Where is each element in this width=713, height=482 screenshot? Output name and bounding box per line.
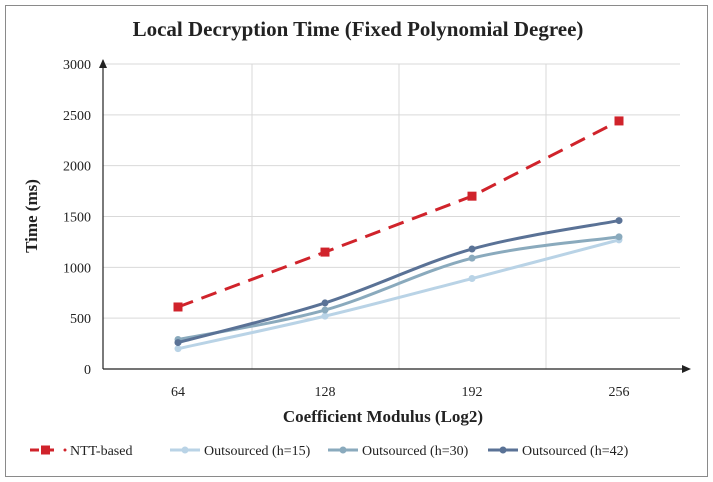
- data-point-outsourced-h-15: [321, 312, 329, 320]
- axes: [99, 59, 691, 373]
- legend-marker-outsourced-h-15: [181, 446, 189, 454]
- legend-label-outsourced-h-15: Outsourced (h=15): [204, 444, 311, 459]
- data-point-outsourced-h-30: [615, 233, 623, 241]
- y-tick-label: 1500: [63, 211, 91, 226]
- data-point-outsourced-h-30: [468, 254, 476, 262]
- series-group: [173, 116, 624, 353]
- y-tick-label: 500: [70, 312, 91, 327]
- x-tick-label: 256: [609, 385, 630, 400]
- x-tick-label: 128: [315, 385, 336, 400]
- x-axis-title: Coefficient Modulus (Log2): [283, 407, 483, 426]
- y-tick-label: 3000: [63, 58, 91, 73]
- y-tick-label: 1000: [63, 261, 91, 276]
- series-line-ntt-based: [177, 119, 620, 309]
- data-point-outsourced-h-42: [321, 299, 329, 307]
- data-point-outsourced-h-42: [468, 245, 476, 253]
- legend-marker-ntt-based: [41, 445, 50, 455]
- chart-title: Local Decryption Time (Fixed Polynomial …: [133, 17, 584, 41]
- legend-marker-outsourced-h-30: [339, 446, 347, 454]
- y-axis-arrow: [99, 59, 107, 68]
- legend: NTT-based Outsourced (h=15) Outsourced (h=…: [30, 444, 629, 459]
- data-point-outsourced-h-42: [174, 339, 182, 347]
- data-point-outsourced-h-15: [174, 345, 182, 353]
- data-point-ntt-based: [614, 116, 624, 126]
- legend-dot-ntt-based: [63, 448, 67, 452]
- grid-lines: [103, 63, 680, 369]
- legend-label-outsourced-h-30: Outsourced (h=30): [362, 444, 469, 459]
- legend-label-outsourced-h-42: Outsourced (h=42): [522, 444, 629, 459]
- series-line-outsourced-h-15: [177, 238, 620, 351]
- y-tick-label: 2500: [63, 109, 91, 124]
- series-line-outsourced-h-42: [177, 219, 620, 345]
- data-point-ntt-based: [320, 247, 330, 257]
- data-point-outsourced-h-15: [468, 275, 476, 283]
- y-tick-labels: 0 500 1000 1500 2000 2500 3000: [63, 58, 91, 378]
- data-point-ntt-based: [173, 302, 183, 312]
- x-tick-label: 192: [462, 385, 483, 400]
- data-point-outsourced-h-30: [321, 306, 329, 314]
- x-axis-arrow: [682, 365, 691, 373]
- series-line-outsourced-h-30: [177, 235, 620, 341]
- data-point-outsourced-h-42: [615, 217, 623, 225]
- data-point-ntt-based: [467, 191, 477, 201]
- x-tick-labels: 64 128 192 256: [171, 385, 630, 400]
- x-tick-label: 64: [171, 385, 185, 400]
- y-tick-label: 0: [84, 363, 91, 378]
- y-tick-label: 2000: [63, 160, 91, 175]
- legend-marker-outsourced-h-42: [499, 446, 507, 454]
- y-axis-title: Time (ms): [22, 179, 41, 253]
- legend-label-ntt-based: NTT-based: [70, 444, 132, 459]
